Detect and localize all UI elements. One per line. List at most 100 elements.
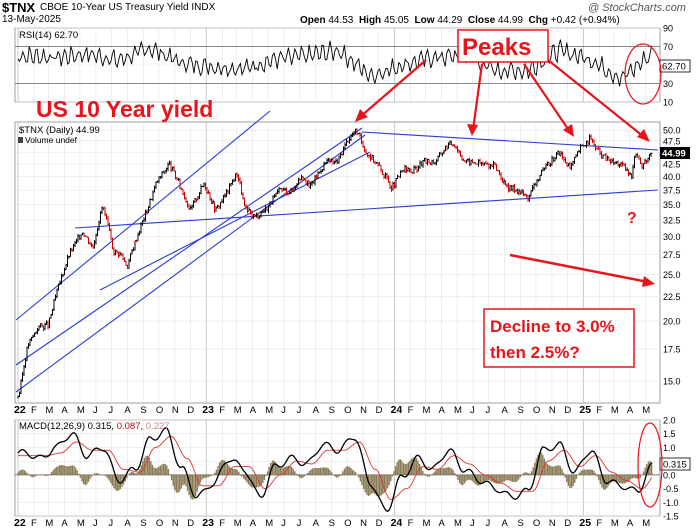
- month-tick-label: M: [45, 405, 53, 416]
- month-tick-label: A: [627, 518, 634, 529]
- close-label: Close: [467, 15, 496, 26]
- month-tick-label: F: [408, 405, 414, 416]
- month-tick-label: J: [470, 405, 475, 416]
- support-line: [74, 189, 659, 229]
- ohlc-readout: Open 44.53 High 45.05 Low 44.29 Close 44…: [300, 15, 620, 26]
- month-tick-label: A: [439, 518, 446, 529]
- month-tick-label: M: [611, 405, 619, 416]
- month-tick-label: 23: [202, 517, 214, 529]
- rsi-tick-label: 10: [663, 98, 673, 108]
- macd-current-value: 0.315: [663, 460, 687, 471]
- month-tick-label: M: [234, 405, 242, 416]
- month-tick-label: M: [423, 405, 431, 416]
- price-layer: [17, 128, 653, 399]
- trend-channels: [15, 110, 659, 393]
- month-tick-label: D: [187, 405, 194, 416]
- month-tick-label: N: [360, 518, 367, 529]
- price-current-value: 44.99: [662, 149, 686, 160]
- rsi-label: RSI(14) 62.70: [19, 30, 78, 41]
- price-tick-label: 30.0: [663, 232, 681, 242]
- macd-tick-label: 1.5: [663, 429, 676, 439]
- chg-label: Chg: [528, 15, 548, 26]
- month-tick-label: J: [297, 518, 302, 529]
- month-tick-label: M: [642, 405, 650, 416]
- month-tick-label: S: [329, 518, 335, 529]
- price-tick-label: 25.0: [663, 270, 681, 280]
- macd-tick-label: -1.0: [663, 498, 679, 508]
- month-tick-label: O: [533, 405, 540, 416]
- month-tick-label: A: [439, 405, 446, 416]
- decline-arrow: [509, 253, 649, 284]
- month-tick-label: S: [329, 405, 335, 416]
- month-tick-label: D: [376, 405, 383, 416]
- month-tick-label: F: [31, 518, 37, 529]
- price-tick-label: 35.0: [663, 200, 681, 210]
- high-value: 45.05: [383, 15, 409, 26]
- month-tick-label: A: [313, 405, 320, 416]
- month-tick-label: M: [234, 518, 242, 529]
- month-tick-label: M: [77, 405, 85, 416]
- macd-sep-2: ,: [140, 421, 145, 432]
- close-value: 44.99: [497, 15, 523, 26]
- rsi-tick-label: 90: [663, 24, 673, 34]
- upper-channel-line-2: [15, 127, 363, 366]
- macd-value-3: 0.227: [146, 421, 170, 432]
- price-tick-label: 50.0: [663, 126, 681, 136]
- open-label: Open: [300, 15, 326, 26]
- macd-label-text: MACD(12,26,9): [19, 421, 85, 432]
- month-tick-label: J: [297, 405, 302, 416]
- month-tick-label: N: [549, 518, 556, 529]
- decline-line-2: then 2.5%?: [490, 343, 580, 362]
- peak-arrow-4: [547, 59, 645, 138]
- month-tick-label: A: [250, 405, 257, 416]
- month-tick-label: M: [642, 518, 650, 529]
- month-tick-label: S: [517, 405, 523, 416]
- price-tick-label: 22.5: [663, 292, 681, 302]
- low-value: 44.29: [437, 15, 463, 26]
- month-tick-label: D: [376, 518, 383, 529]
- month-tick-label: A: [627, 405, 634, 416]
- annotation-decline: Decline to 3.0% then 2.5%?: [490, 317, 619, 362]
- month-tick-label: F: [596, 518, 602, 529]
- chart-description: CBOE 10-Year US Treasury Yield INDX: [40, 2, 216, 13]
- month-tick-label: A: [501, 405, 508, 416]
- annotation-title: US 10 Year yield: [36, 96, 213, 122]
- chart-date: 13-May-2025: [2, 14, 61, 25]
- month-tick-label: A: [124, 518, 131, 529]
- peak-arrow-3: [523, 63, 571, 133]
- macd-current-box: [659, 457, 691, 471]
- price-tick-label: 27.5: [663, 250, 681, 260]
- month-tick-label: A: [501, 518, 508, 529]
- month-tick-label: J: [470, 518, 475, 529]
- rsi-tick-label: 30: [663, 79, 673, 89]
- volume-label: Volume undef: [25, 135, 78, 145]
- month-tick-label: A: [313, 518, 320, 529]
- decline-label-box: [483, 308, 635, 368]
- month-tick-label: M: [454, 405, 462, 416]
- month-tick-label: M: [265, 405, 273, 416]
- month-tick-label: J: [281, 518, 286, 529]
- month-tick-label: D: [187, 518, 194, 529]
- resistance-line: [361, 131, 659, 151]
- month-tick-label: F: [219, 518, 225, 529]
- month-tick-label: O: [533, 518, 540, 529]
- high-label: High: [358, 15, 382, 26]
- month-tick-label: 22: [14, 404, 26, 416]
- macd-label: MACD(12,26,9) 0.315, 0.087, 0.227: [19, 421, 170, 432]
- month-tick-label: M: [454, 518, 462, 529]
- month-tick-label: D: [564, 405, 571, 416]
- macd-tick-label: 1.0: [663, 443, 676, 453]
- peak-arrow-1: [359, 59, 427, 118]
- month-tick-label: A: [61, 518, 68, 529]
- month-tick-label: O: [156, 518, 163, 529]
- month-tick-label: 25: [579, 517, 591, 529]
- macd-highlight-circle: [637, 422, 663, 508]
- month-tick-label: J: [485, 405, 490, 416]
- grid-layer: [15, 27, 660, 517]
- month-tick-label: F: [596, 405, 602, 416]
- macd-layer: [15, 427, 660, 513]
- price-tick-label: 17.5: [663, 344, 681, 354]
- lower-channel-line-2: [99, 151, 371, 291]
- macd-tick-label: 2.0: [663, 416, 676, 426]
- lower-channel-line-1: [15, 134, 366, 393]
